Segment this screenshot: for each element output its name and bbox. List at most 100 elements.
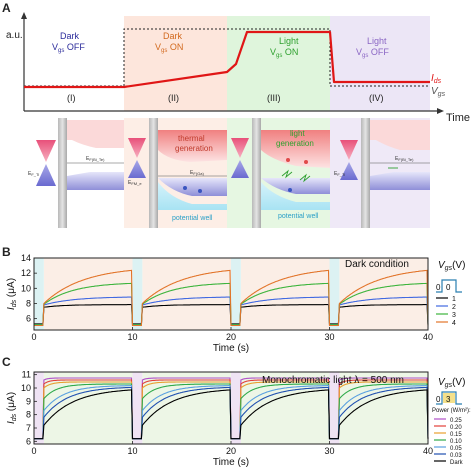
band-3-potential-well [261,182,330,210]
phase-1-state: Vgs OFF [52,42,85,54]
panel-b-x-tick-label: 30 [324,332,334,342]
phase-1-title: Dark [60,31,80,41]
panel-c-x-tick-label: 10 [127,446,137,456]
band-1-valence-band [67,172,124,190]
band-3-well-text: potential well [278,213,319,220]
band-2-conduction-band [158,130,227,162]
band-3-upper-cone [231,138,249,158]
band-1-conduction-band [67,120,124,148]
phase-4-title: Light [367,36,387,46]
band-2-well-text: potential well [172,215,213,222]
panel-b-off-window [132,258,143,330]
band-4-upper-cone [340,140,358,160]
band-2-lower-cone [128,160,146,178]
phase-labels: Dark Vgs OFF Dark Vgs ON Light Vgs ON Li… [52,31,389,103]
band-3-electron [286,158,290,162]
panel-b-off-window [231,258,241,330]
band-1-gate [58,118,67,228]
band-4-ef-label: EF_Ti [334,171,345,177]
panel-a-ylabel: a.u. [6,30,23,41]
panel-c-y-tick-label: 8 [26,410,31,420]
band-2-potential-well [158,182,227,210]
band-diagram-3: light generation potential well [227,118,330,228]
band-2-efm-label: EFM_e [128,180,142,186]
panel-c-series-line-Dark [34,389,429,440]
panel-c-legend-title: Vgs(V) [438,377,465,389]
phase-2-title: Dark [163,31,183,41]
band-2-electron [183,186,187,190]
band-3-gate [252,118,261,228]
panel-c-y-tick-label: 7 [26,423,31,433]
panel-c-y-label: Ids (μA) [6,392,18,424]
panel-c-off-window [231,372,241,444]
phase-4-bg [330,16,430,111]
band-2-thermal-text: thermal [178,134,205,143]
band-4-efm-label: EF(Bi_Te) [395,156,414,162]
panel-c-x-tick-label: 0 [31,446,36,456]
phase-2-bg [124,16,227,111]
panel-b-pulse-icon [436,279,462,293]
band-2-generation-text: generation [175,144,213,153]
band-1-ef-label: EF_Ti [28,171,39,177]
band-4-gate [361,118,370,228]
panel-b-y-tick-label: 8 [26,298,31,308]
panel-c-annotation: Monochromatic light λ = 500 nm [262,375,404,386]
panel-b-plot: 6 8 10 12 14 0 10 20 30 40 Time (s) Ids (μA) [6,253,433,354]
phase-3-title: Light [279,36,299,46]
panel-c-off-window [132,372,143,444]
band-2-ef-label: EF(Ga) [190,170,204,176]
panel-c-pulse-fill [443,393,455,403]
panel-b-pulse-high: 0 [446,283,451,292]
band-3-photon-arrow [281,169,293,179]
phase-2-state: Vgs ON [155,42,183,54]
band-3-generation-text: generation [276,139,314,148]
panel-c-off-window [329,372,340,444]
panel-b-legend-label: 3 [452,312,456,319]
panel-c-y-tick-label: 11 [22,370,31,380]
panel-b-y-tick-label: 12 [21,268,31,278]
panel-a-xlabel: Time [446,112,470,124]
panel-c-legend-label: 0.05 [450,446,462,452]
panel-b-legend-title: Vgs(V) [438,260,465,272]
panel-c-x-label: Time (s) [213,457,249,468]
panel-c-pulse-high: 3 [446,395,451,404]
panel-c-x-tick-label: 20 [226,446,236,456]
panel-c-pulse-icon [436,391,462,405]
band-diagram-1: EF_Ti EF(Bi_Te) [24,118,124,228]
panel-c-y-tick-label: 10 [21,383,31,393]
band-1-upper-cone [36,140,56,162]
panel-c-legend-label: 0.03 [450,453,462,459]
panel-b-off-window [34,258,44,330]
panel-c-y-tick-label: 9 [26,396,31,406]
vgs-schematic-line [24,28,430,87]
panel-c-legend-label: 0.20 [450,425,462,431]
panel-c-letter: C [2,355,11,369]
panel-b-y-tick-label: 6 [26,314,31,324]
panel-b-annotation: Dark condition [345,259,409,270]
panel-c-pulse-low: 0 [436,395,441,404]
panel-a-letter: A [2,1,11,15]
legend-ids: Ids [431,73,442,85]
panel-b-x-tick-label: 10 [127,332,137,342]
band-4-lower-cone [340,162,358,180]
panel-b-legend-label: 4 [452,320,456,327]
band-3-electron [304,160,308,164]
band-diagram-4: EF_Ti EF(Bi_Te) [330,118,430,228]
panel-b-x-label: Time (s) [213,343,249,354]
panel-a-x-arrow [437,108,444,114]
band-2-electron [198,189,202,193]
panel-b-legend-label: 2 [452,304,456,311]
panel-c-legend-label: 0.15 [450,432,462,438]
panel-b-y-tick-label: 10 [21,283,31,293]
panel-a-y-arrow [21,12,27,19]
panel-c-legend-label: 0.10 [450,439,462,445]
phase-4-roman: (IV) [369,93,384,103]
band-2-upper-cone [128,138,146,158]
phase-1-bg [24,16,124,111]
band-3-photon-arrow [299,173,311,183]
panel-b-on-window [339,258,428,330]
